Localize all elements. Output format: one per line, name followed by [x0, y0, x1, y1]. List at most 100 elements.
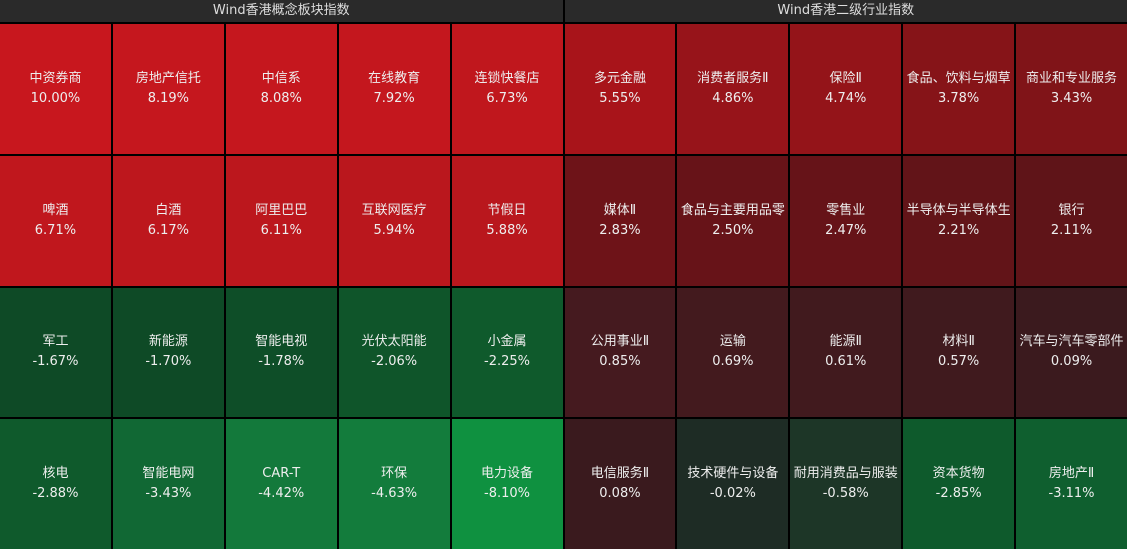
tile-grid: 中资券商 10.00% 房地产信托 8.19% 中信系 8.08% 在线教育 7.92% 连锁快… [0, 23, 563, 549]
tile-name: 阿里巴巴 [255, 202, 308, 218]
tile-name: 电力设备 [481, 466, 534, 482]
tile-name: 保险Ⅱ [829, 70, 862, 86]
tile-name: 零售业 [826, 202, 866, 218]
tile-name: 技术硬件与设备 [687, 466, 779, 482]
tile-change: 2.83% [599, 222, 641, 238]
tile-change: 8.19% [147, 90, 189, 106]
tile: 运输 0.69% [677, 287, 789, 418]
tile-change: 4.74% [825, 90, 867, 106]
tile: 媒体Ⅱ 2.83% [564, 155, 676, 286]
tile-name: 电信服务Ⅱ [590, 466, 650, 482]
tile: 阿里巴巴 6.11% [225, 155, 337, 286]
tile-name: 小金属 [487, 334, 527, 350]
tile-change: -3.43% [145, 486, 192, 502]
tile-change: 5.55% [599, 90, 641, 106]
tile-change: 5.88% [486, 222, 528, 238]
tile-name: CAR-T [262, 466, 301, 482]
tile: 军工 -1.67% [0, 287, 111, 418]
tile: 智能电视 -1.78% [225, 287, 337, 418]
tile: 银行 2.11% [1016, 155, 1127, 286]
tile: 啤酒 6.71% [0, 155, 111, 286]
tile: 公用事业Ⅱ 0.85% [564, 287, 676, 418]
tile-change: 8.08% [260, 90, 302, 106]
tile-change: -3.11% [1048, 486, 1095, 502]
tile-name: 在线教育 [368, 70, 421, 86]
tile-change: 0.85% [599, 354, 641, 370]
tile: 智能电网 -3.43% [112, 419, 224, 549]
tile-name: 智能电视 [255, 334, 308, 350]
tile-change: 7.92% [373, 90, 415, 106]
tile-name: 啤酒 [42, 202, 69, 218]
tile-change: 5.94% [373, 222, 415, 238]
tile: 连锁快餐店 6.73% [451, 24, 563, 154]
tile-name: 商业和专业服务 [1026, 70, 1118, 86]
tile-name: 消费者服务Ⅱ [697, 70, 769, 86]
tile: 光伏太阳能 -2.06% [338, 287, 450, 418]
tile: 零售业 2.47% [790, 155, 902, 286]
tile-name: 多元金融 [593, 70, 646, 86]
tile-name: 连锁快餐店 [474, 70, 540, 86]
tile-change: -1.78% [258, 354, 305, 370]
tile-change: -0.02% [709, 486, 756, 502]
tile: 互联网医疗 5.94% [338, 155, 450, 286]
tile: 商业和专业服务 3.43% [1016, 24, 1127, 154]
tile-change: -0.58% [822, 486, 869, 502]
panel-title: Wind香港概念板块指数 [0, 0, 563, 23]
tile: CAR-T -4.42% [225, 419, 337, 549]
tile-name: 白酒 [155, 202, 182, 218]
tile-name: 银行 [1058, 202, 1085, 218]
tile: 新能源 -1.70% [112, 287, 224, 418]
tile: 食品、饮料与烟草 3.78% [903, 24, 1015, 154]
tile-name: 公用事业Ⅱ [590, 334, 650, 350]
tile: 核电 -2.88% [0, 419, 111, 549]
tile-name: 中资券商 [29, 70, 82, 86]
tile: 技术硬件与设备 -0.02% [677, 419, 789, 549]
tile-name: 核电 [42, 466, 69, 482]
tile-change: -2.06% [371, 354, 418, 370]
tile: 白酒 6.17% [112, 155, 224, 286]
tile-change: 0.61% [825, 354, 867, 370]
tile-name: 智能电网 [142, 466, 195, 482]
tile-name: 军工 [42, 334, 69, 350]
tile: 中资券商 10.00% [0, 24, 111, 154]
tile: 汽车与汽车零部件 0.09% [1016, 287, 1127, 418]
tile-name: 中信系 [261, 70, 301, 86]
panel: Wind香港二级行业指数 多元金融 5.55% 消费者服务Ⅱ 4.86% 保险Ⅱ 4.74%… [564, 0, 1127, 549]
tile: 环保 -4.63% [338, 419, 450, 549]
tile-change: 3.78% [937, 90, 980, 106]
panel: Wind香港概念板块指数 中资券商 10.00% 房地产信托 8.19% 中信系 8.08%… [0, 0, 563, 549]
tile: 在线教育 7.92% [338, 24, 450, 154]
tile-grid: 多元金融 5.55% 消费者服务Ⅱ 4.86% 保险Ⅱ 4.74% 食品、饮料与烟草 3.78… [564, 23, 1127, 549]
tile: 食品与主要用品零 2.50% [677, 155, 789, 286]
tile-name: 房地产Ⅱ [1048, 466, 1095, 482]
tile-change: 3.43% [1050, 90, 1093, 106]
tile-name: 新能源 [148, 334, 188, 350]
tile: 节假日 5.88% [451, 155, 563, 286]
tile: 能源Ⅱ 0.61% [790, 287, 902, 418]
tile-name: 媒体Ⅱ [603, 202, 637, 218]
tile-name: 汽车与汽车零部件 [1019, 334, 1124, 350]
tile-name: 房地产信托 [135, 70, 201, 86]
tile-change: 0.69% [712, 354, 754, 370]
tile-change: 6.11% [260, 222, 302, 238]
tile: 电力设备 -8.10% [451, 419, 563, 549]
tile-name: 光伏太阳能 [361, 334, 427, 350]
tile: 小金属 -2.25% [451, 287, 563, 418]
tile-change: 2.11% [1050, 222, 1093, 238]
tile: 中信系 8.08% [225, 24, 337, 154]
tile: 房地产信托 8.19% [112, 24, 224, 154]
tile: 保险Ⅱ 4.74% [790, 24, 902, 154]
tile-name: 运输 [719, 334, 746, 350]
tile: 多元金融 5.55% [564, 24, 676, 154]
tile-name: 节假日 [487, 202, 527, 218]
tile-change: 6.71% [34, 222, 77, 238]
tile-change: 6.73% [486, 90, 528, 106]
tile-change: 4.86% [712, 90, 754, 106]
tile-change: -4.42% [258, 486, 305, 502]
tile-change: 0.57% [937, 354, 980, 370]
tile-change: -2.88% [32, 486, 79, 502]
tile-change: -1.67% [32, 354, 79, 370]
tile-change: -4.63% [371, 486, 418, 502]
tile: 耐用消费品与服装 -0.58% [790, 419, 902, 549]
